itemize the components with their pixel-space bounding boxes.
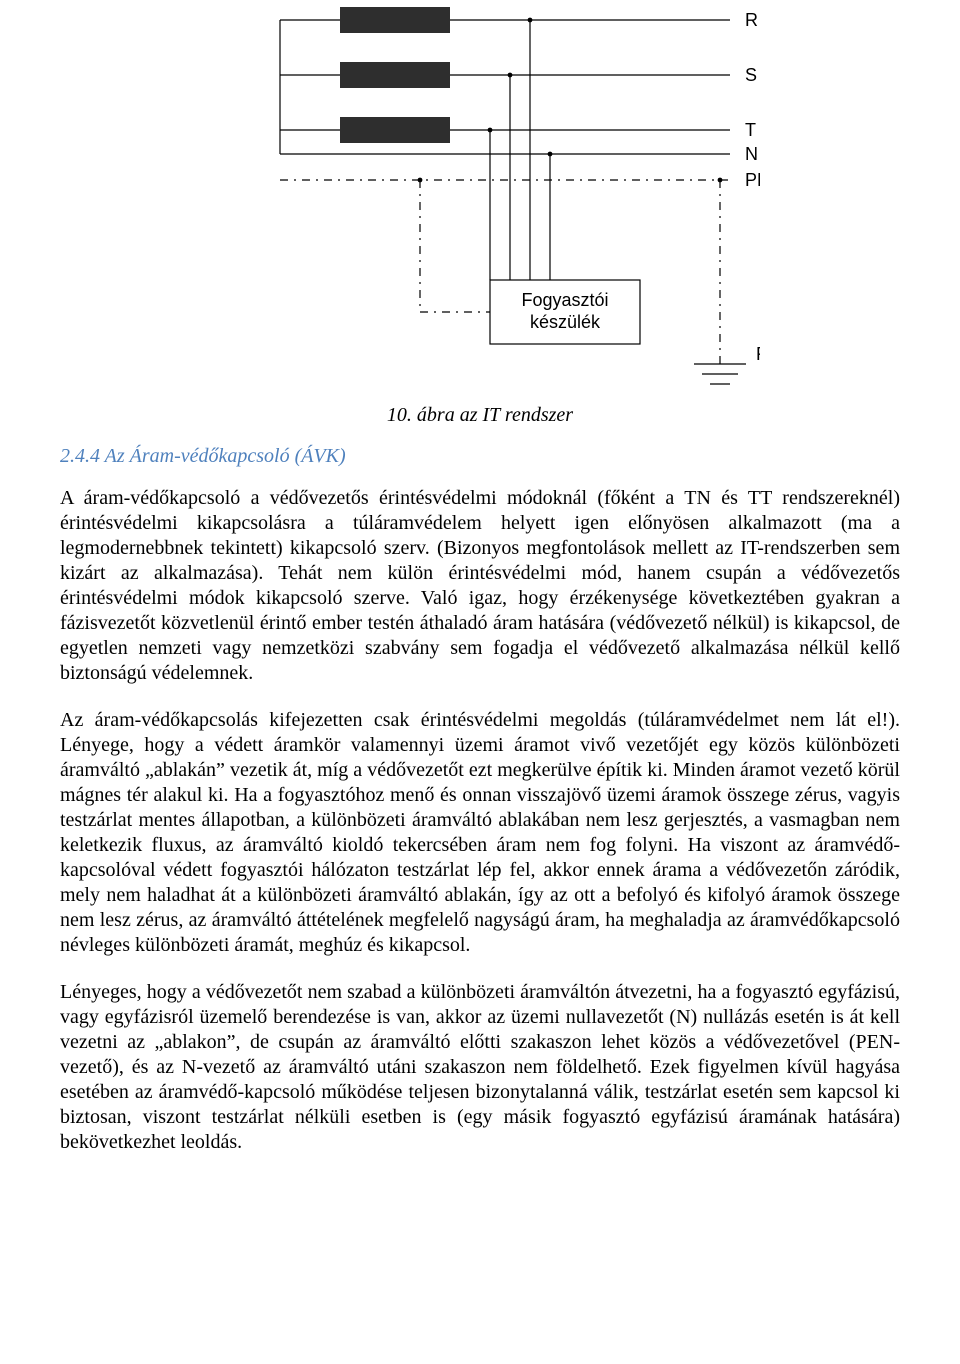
- paragraph-2: Az áram-védőkapcsolás kifejezetten csak …: [60, 708, 900, 958]
- it-system-diagram: Fogyasztóikészülék RA R S TN PE: [200, 0, 760, 400]
- svg-text:N: N: [745, 144, 758, 164]
- svg-text:R: R: [745, 10, 758, 30]
- section-heading: 2.4.4 Az Áram-védőkapcsoló (ÁVK): [60, 445, 900, 468]
- svg-text:készülék: készülék: [530, 312, 601, 332]
- svg-text:S: S: [745, 65, 757, 85]
- svg-text:T: T: [745, 120, 756, 140]
- paragraph-3: Lényeges, hogy a védővezetőt nem szabad …: [60, 980, 900, 1155]
- svg-text:PE: PE: [745, 170, 760, 190]
- figure-container: Fogyasztóikészülék RA R S TN PE: [60, 0, 900, 400]
- svg-text:RA: RA: [756, 344, 760, 371]
- paragraph-1: A áram-védőkapcsoló a védővezetős érinté…: [60, 486, 900, 686]
- svg-text:Fogyasztói: Fogyasztói: [521, 290, 608, 310]
- figure-caption: 10. ábra az IT rendszer: [60, 404, 900, 427]
